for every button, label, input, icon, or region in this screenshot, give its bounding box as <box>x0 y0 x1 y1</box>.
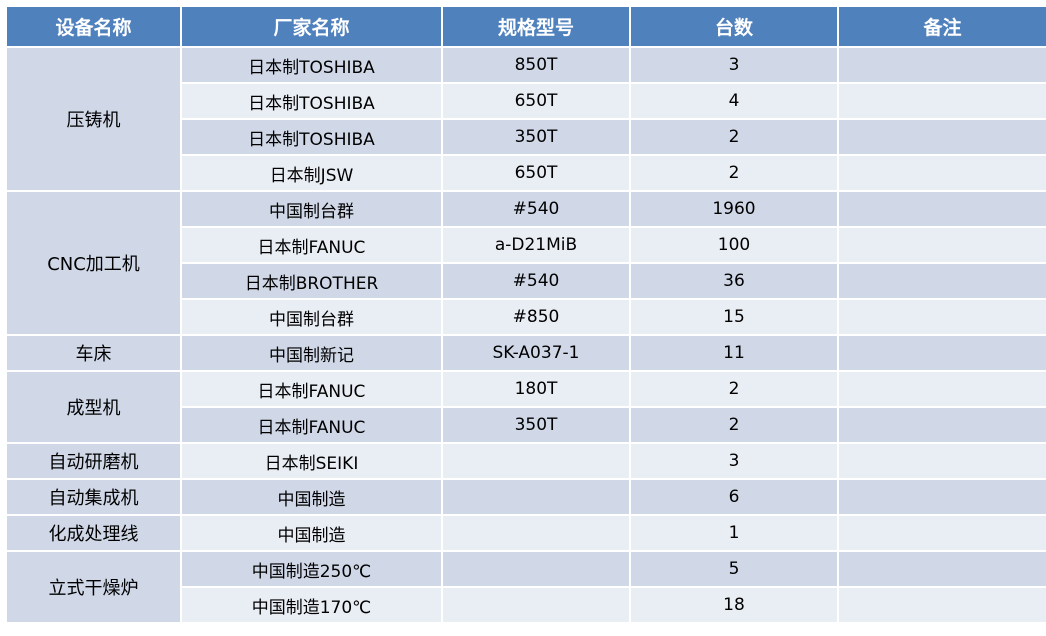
remarks-cell <box>837 154 1046 192</box>
model-cell <box>441 550 631 588</box>
model-cell: 350T <box>441 406 631 444</box>
manufacturer-cell: 日本制SEIKI <box>180 442 443 480</box>
table-row: 日本制FANUC a-D21MiB 100 <box>6 226 1046 264</box>
model-cell: #540 <box>441 262 631 300</box>
remarks-cell <box>837 226 1046 264</box>
quantity-cell: 1 <box>629 514 839 552</box>
manufacturer-cell: 中国制台群 <box>180 298 443 336</box>
remarks-cell <box>837 550 1046 588</box>
manufacturer-cell: 日本制TOSHIBA <box>180 118 443 156</box>
quantity-cell: 4 <box>629 82 839 120</box>
quantity-cell: 5 <box>629 550 839 588</box>
remarks-cell <box>837 46 1046 84</box>
model-cell <box>441 442 631 480</box>
header-remarks: 备注 <box>837 5 1046 48</box>
table-row: CNC加工机 中国制台群 #540 1960 <box>5 190 1046 336</box>
quantity-cell: 2 <box>629 370 839 408</box>
table-row: 自动集成机 中国制造 6 <box>5 478 1046 516</box>
table-body: 压铸机 日本制TOSHIBA 850T 3 日本制TOSHIBA 650T 4 日本制TOSH… <box>5 46 1046 624</box>
table-row: 日本制TOSHIBA 650T 4 <box>6 82 1046 120</box>
header-manufacturer: 厂家名称 <box>180 5 443 48</box>
quantity-cell: 3 <box>629 46 839 84</box>
remarks-cell <box>837 298 1046 336</box>
quantity-cell: 1960 <box>629 190 839 228</box>
equipment-name-cell: 立式干燥炉 <box>5 550 182 624</box>
header-equipment-name: 设备名称 <box>5 5 182 48</box>
manufacturer-cell: 中国制造250℃ <box>180 550 443 588</box>
manufacturer-cell: 日本制TOSHIBA <box>180 46 443 84</box>
table-row: 日本制JSW 650T 2 <box>6 154 1046 192</box>
equipment-name-cell: 自动集成机 <box>5 478 182 516</box>
manufacturer-cell: 中国制新记 <box>180 334 443 372</box>
equipment-name-cell: 自动研磨机 <box>5 442 182 480</box>
quantity-cell: 2 <box>629 406 839 444</box>
quantity-cell: 6 <box>629 478 839 516</box>
model-cell: 650T <box>441 154 631 192</box>
table-row: 车床 中国制新记 SK-A037-1 11 <box>5 334 1046 372</box>
model-cell: 650T <box>441 82 631 120</box>
quantity-cell: 36 <box>629 262 839 300</box>
model-cell: a-D21MiB <box>441 226 631 264</box>
manufacturer-cell: 日本制TOSHIBA <box>180 82 443 120</box>
remarks-cell <box>837 118 1046 156</box>
quantity-cell: 3 <box>629 442 839 480</box>
model-cell: 350T <box>441 118 631 156</box>
table-row: 中国制台群 #850 15 <box>6 298 1046 336</box>
model-cell: #850 <box>441 298 631 336</box>
manufacturer-cell: 中国制造170℃ <box>180 586 443 624</box>
model-cell: 850T <box>441 46 631 84</box>
manufacturer-cell: 中国制造 <box>180 514 443 552</box>
remarks-cell <box>837 478 1046 516</box>
quantity-cell: 18 <box>629 586 839 624</box>
model-cell <box>441 478 631 516</box>
remarks-cell <box>837 334 1046 372</box>
header-quantity: 台数 <box>629 5 839 48</box>
table-row: 日本制BROTHER #540 36 <box>6 262 1046 300</box>
manufacturer-cell: 中国制造 <box>180 478 443 516</box>
model-cell <box>441 514 631 552</box>
manufacturer-cell: 日本制BROTHER <box>180 262 443 300</box>
table-row: 压铸机 日本制TOSHIBA 850T 3 <box>5 46 1046 192</box>
quantity-cell: 100 <box>629 226 839 264</box>
table-row: 自动研磨机 日本制SEIKI 3 <box>5 442 1046 480</box>
model-cell: SK-A037-1 <box>441 334 631 372</box>
remarks-cell <box>837 82 1046 120</box>
header-model: 规格型号 <box>441 5 631 48</box>
manufacturer-cell: 中国制台群 <box>180 190 443 228</box>
equipment-name-cell: 车床 <box>5 334 182 372</box>
equipment-name-cell: 压铸机 <box>5 46 182 192</box>
remarks-cell <box>837 370 1046 408</box>
equipment-table: 设备名称 厂家名称 规格型号 台数 备注 压铸机 日本制TOSHIBA 850T 3 日… <box>5 5 1046 624</box>
manufacturer-cell: 日本制FANUC <box>180 226 443 264</box>
manufacturer-cell: 日本制JSW <box>180 154 443 192</box>
equipment-name-cell: CNC加工机 <box>5 190 182 336</box>
equipment-name-cell: 化成处理线 <box>5 514 182 552</box>
quantity-cell: 2 <box>629 154 839 192</box>
remarks-cell <box>837 190 1046 228</box>
table-row: 立式干燥炉 中国制造250℃ 5 <box>5 550 1046 624</box>
model-cell <box>441 586 631 624</box>
table-row: 化成处理线 中国制造 1 <box>5 514 1046 552</box>
remarks-cell <box>837 406 1046 444</box>
remarks-cell <box>837 262 1046 300</box>
table-row: 日本制FANUC 350T 2 <box>6 406 1046 444</box>
manufacturer-cell: 日本制FANUC <box>180 370 443 408</box>
remarks-cell <box>837 586 1046 624</box>
equipment-name-cell: 成型机 <box>5 370 182 444</box>
manufacturer-cell: 日本制FANUC <box>180 406 443 444</box>
model-cell: 180T <box>441 370 631 408</box>
model-cell: #540 <box>441 190 631 228</box>
header-row: 设备名称 厂家名称 规格型号 台数 备注 <box>5 5 1046 48</box>
table-row: 中国制造170℃ 18 <box>6 586 1046 624</box>
remarks-cell <box>837 442 1046 480</box>
quantity-cell: 15 <box>629 298 839 336</box>
quantity-cell: 2 <box>629 118 839 156</box>
table-row: 成型机 日本制FANUC 180T 2 <box>5 370 1046 444</box>
quantity-cell: 11 <box>629 334 839 372</box>
table-row: 日本制TOSHIBA 350T 2 <box>6 118 1046 156</box>
remarks-cell <box>837 514 1046 552</box>
